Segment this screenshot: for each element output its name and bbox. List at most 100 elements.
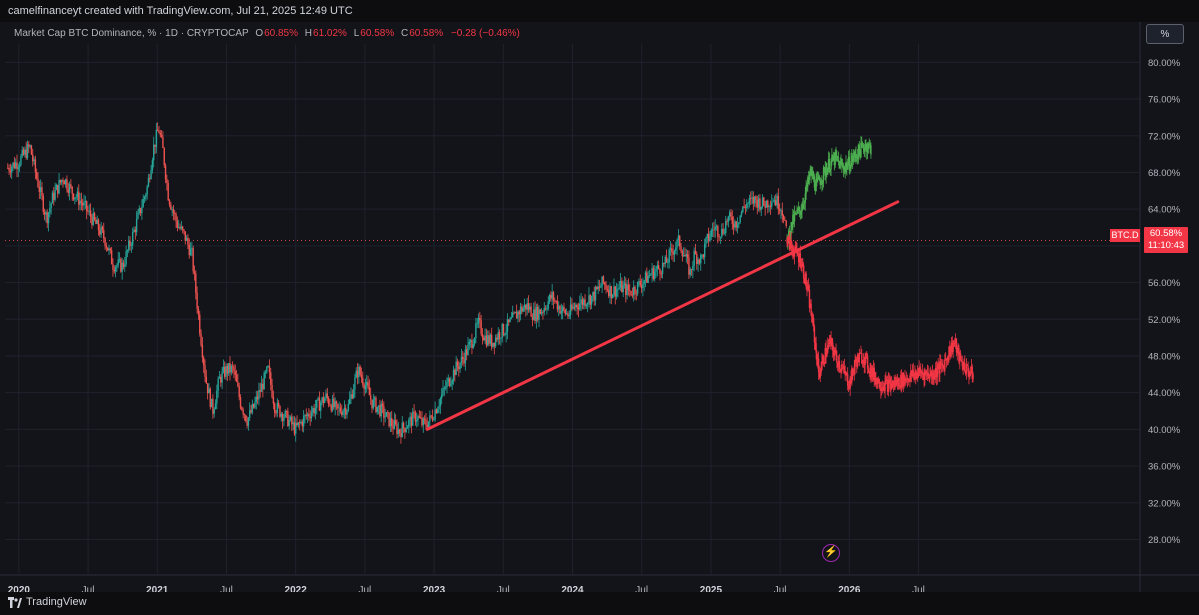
candle-body xyxy=(675,247,677,251)
candle-body xyxy=(435,409,438,414)
candle-body xyxy=(963,362,965,369)
y-tick-label: 76.00% xyxy=(1148,95,1181,106)
candle-body xyxy=(913,374,915,377)
chart-pane[interactable]: 80.00%76.00%72.00%68.00%64.00%60.00%56.0… xyxy=(0,22,1199,592)
candle-body xyxy=(692,265,694,270)
candle-body xyxy=(797,207,800,210)
candle-body xyxy=(771,202,773,207)
candle-body xyxy=(455,361,457,376)
candle-body xyxy=(206,383,209,394)
candle-body xyxy=(966,364,968,366)
candle-body xyxy=(826,352,828,357)
candle-body xyxy=(166,178,168,183)
candle-body xyxy=(755,196,757,200)
candle-body xyxy=(70,184,72,187)
candle-body xyxy=(91,217,93,225)
candle-body xyxy=(811,171,813,176)
candle-body xyxy=(12,162,14,167)
candle-body xyxy=(739,215,741,223)
candle-body xyxy=(800,211,802,215)
candle-body xyxy=(703,243,706,258)
candle-body xyxy=(632,286,635,296)
candle-body xyxy=(732,224,735,228)
candle-body xyxy=(35,172,38,179)
candle-body xyxy=(114,266,117,272)
candle-body xyxy=(586,302,589,305)
candle-body xyxy=(176,221,179,228)
candle-body xyxy=(673,250,676,255)
candle-body xyxy=(756,199,758,208)
candle-body xyxy=(164,165,167,179)
percent-scale-button[interactable]: % xyxy=(1146,24,1184,44)
candle-body xyxy=(725,221,727,233)
candle-body xyxy=(170,204,172,210)
candle-body xyxy=(505,331,507,335)
candle-body xyxy=(473,338,476,345)
y-tick-label: 32.00% xyxy=(1148,498,1181,509)
y-tick-label: 68.00% xyxy=(1148,168,1181,179)
candle-body xyxy=(490,334,493,347)
candle-body xyxy=(864,355,866,366)
candle-body xyxy=(277,402,280,407)
candle-body xyxy=(840,369,842,372)
candle-body xyxy=(425,419,427,425)
candle-body xyxy=(297,422,300,426)
candle-body xyxy=(855,154,857,158)
candle-body xyxy=(915,371,917,379)
candle-body xyxy=(647,275,649,283)
candle-body xyxy=(509,318,511,322)
candle-body xyxy=(363,384,365,390)
candle-body xyxy=(817,358,820,372)
candle-body xyxy=(851,368,854,373)
candle-body xyxy=(866,356,869,369)
candle-body xyxy=(915,372,918,379)
candle-body xyxy=(951,342,954,352)
candle-body xyxy=(874,377,876,381)
candle-body xyxy=(797,253,799,256)
candle-body xyxy=(714,226,716,230)
candle-body xyxy=(410,416,413,426)
candle-body xyxy=(551,292,553,299)
candle-body xyxy=(39,187,42,192)
candle-body xyxy=(488,335,490,344)
candle-body xyxy=(698,259,701,264)
candle-body xyxy=(910,371,912,376)
candle-body xyxy=(713,229,715,231)
symbol-legend: Market Cap BTC Dominance, % · 1D · CRYPT… xyxy=(14,28,520,39)
candle-body xyxy=(243,414,246,416)
candle-body xyxy=(163,147,165,166)
candle-body xyxy=(57,184,59,194)
candle-body xyxy=(672,251,674,255)
candle-body xyxy=(118,258,121,260)
chart-canvas[interactable]: 80.00%76.00%72.00%68.00%64.00%60.00%56.0… xyxy=(0,22,1199,592)
candle-body xyxy=(610,286,613,299)
candle-body xyxy=(914,371,916,375)
candle-body xyxy=(823,167,826,169)
candle-body xyxy=(822,356,824,362)
candle-body xyxy=(640,285,643,289)
candle-body xyxy=(552,292,555,301)
candle-body xyxy=(527,303,530,310)
candle-body xyxy=(825,170,827,176)
candle-body xyxy=(563,306,565,310)
candle-body xyxy=(24,149,26,155)
candle-body xyxy=(323,398,326,403)
candle-body xyxy=(967,365,969,372)
candle-body xyxy=(589,295,591,305)
candle-body xyxy=(925,371,927,373)
candle-body xyxy=(310,412,313,419)
candle-body xyxy=(543,308,545,313)
candle-body xyxy=(707,233,710,241)
x-tick-label: Jul xyxy=(220,585,233,592)
candle-body xyxy=(937,364,939,369)
candle-body xyxy=(101,226,104,231)
candle-body xyxy=(681,251,684,257)
lightning-icon[interactable]: ⚡ xyxy=(822,544,840,562)
close-value: 60.58% xyxy=(409,28,444,39)
bearish-projection-path xyxy=(786,231,974,399)
candle-body xyxy=(335,401,338,405)
candle-body xyxy=(663,262,665,265)
candle-body xyxy=(593,291,595,301)
candle-body xyxy=(419,417,422,419)
candle-body xyxy=(139,208,142,214)
